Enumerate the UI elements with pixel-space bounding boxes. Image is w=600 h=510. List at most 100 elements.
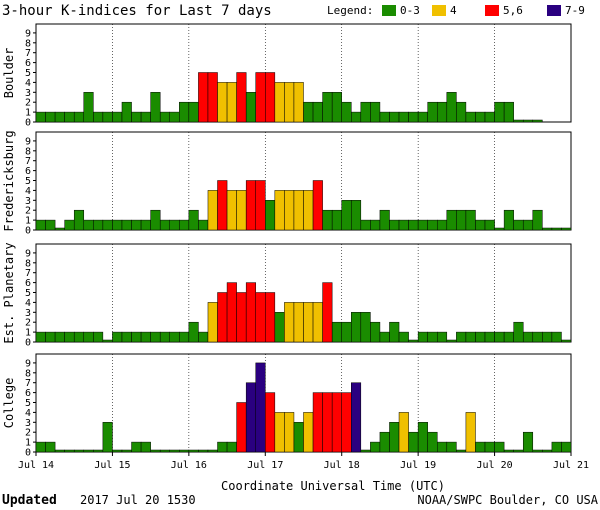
x-tick-label: Jul 21	[553, 460, 589, 471]
legend-item-yellow: 4	[450, 4, 457, 17]
k-index-bar	[217, 82, 228, 123]
k-index-bar	[456, 101, 467, 123]
k-index-bar	[417, 422, 428, 453]
y-tick-label: 4	[25, 408, 31, 419]
k-index-bar	[503, 209, 514, 231]
x-axis-ticks: Jul 14 Jul 15 Jul 16 Jul 17 Jul 18 Jul 19 Jul …	[18, 452, 589, 471]
y-tick-label: 9	[25, 248, 31, 259]
k-index-bar	[360, 312, 371, 343]
k-index-bar	[417, 331, 428, 343]
k-index-bar	[274, 312, 285, 343]
k-index-bar	[331, 321, 342, 343]
k-index-bar	[45, 219, 56, 231]
k-index-bar	[73, 209, 85, 231]
k-index-bar	[169, 449, 180, 453]
x-tick-label: Jul 20	[477, 460, 513, 471]
k-index-bar	[93, 111, 104, 123]
k-index-bar	[207, 72, 218, 123]
updated-value: 2017 Jul 20 1530	[80, 493, 196, 507]
y-tick-label: 9	[25, 136, 31, 147]
x-tick-label: Jul 18	[324, 460, 360, 471]
k-index-bar	[159, 111, 170, 123]
k-index-bar	[360, 449, 371, 453]
k-index-bar	[494, 227, 505, 231]
k-index-bar	[360, 219, 371, 231]
k-index-bar	[322, 209, 333, 231]
k-index-bar	[465, 111, 476, 123]
panel-title: Fredericksburg	[2, 130, 16, 231]
k-index-bar	[437, 331, 448, 343]
k-index-bar	[198, 219, 209, 231]
k-index-bar	[503, 331, 514, 343]
y-tick-label: 6	[25, 58, 31, 69]
k-index-bar	[217, 441, 228, 453]
panel-title: Est. Planetary	[2, 242, 16, 343]
k-index-bar	[351, 382, 362, 453]
k-index-bar	[456, 449, 467, 453]
k-index-bar	[265, 200, 276, 231]
k-index-bar	[274, 190, 285, 231]
k-index-bar	[131, 219, 142, 231]
k-index-bar	[140, 111, 151, 123]
k-index-bar	[427, 219, 438, 231]
k-index-bar	[484, 219, 495, 231]
k-index-bar	[522, 331, 534, 343]
k-index-bar	[484, 441, 495, 453]
k-index-bar	[102, 339, 113, 343]
k-index-bar	[379, 111, 390, 123]
k-index-bar	[446, 339, 457, 343]
k-index-bar	[398, 331, 409, 343]
k-index-bar	[293, 302, 304, 343]
k-index-bar	[226, 82, 237, 123]
k-index-bar	[322, 92, 333, 123]
k-index-bar	[494, 441, 505, 453]
k-index-bar	[131, 441, 142, 453]
legend-item-red: 5,6	[503, 4, 523, 17]
k-index-bar	[140, 331, 151, 343]
k-index-bar	[494, 101, 505, 123]
legend-item-green: 0-3	[400, 4, 420, 17]
k-index-bar	[370, 321, 381, 343]
y-tick-label: 8	[25, 258, 31, 269]
k-index-bar	[303, 302, 314, 343]
y-tick-label: 5	[25, 68, 31, 79]
k-index-bar	[45, 331, 56, 343]
k-index-bar	[370, 101, 381, 123]
y-tick-label: 3	[25, 88, 31, 99]
k-index-bar	[427, 331, 438, 343]
k-index-bar	[351, 111, 362, 123]
k-index-bar	[542, 331, 553, 343]
k-index-bar	[456, 209, 467, 231]
k-index-bar	[532, 119, 543, 123]
k-index-bar	[121, 449, 132, 453]
k-index-bar	[542, 449, 553, 453]
k-index-bar	[102, 422, 113, 453]
y-tick-label: 0	[25, 118, 31, 129]
k-index-bar	[150, 92, 161, 123]
x-tick-label: Jul 15	[94, 460, 130, 471]
k-index-bar	[45, 111, 56, 123]
y-tick-label: 0	[25, 226, 31, 237]
k-index-bar	[408, 339, 419, 343]
k-index-bar	[389, 111, 400, 123]
k-index-bar	[389, 422, 400, 453]
k-index-bar	[150, 209, 161, 231]
y-tick-label: 1	[25, 108, 31, 119]
k-index-bar	[484, 111, 495, 123]
k-index-bar	[112, 449, 123, 453]
k-index-bar	[427, 431, 438, 453]
k-index-bar	[198, 331, 209, 343]
k-index-bar	[532, 209, 543, 231]
k-index-bar	[494, 331, 505, 343]
k-index-bar	[437, 101, 448, 123]
k-index-bar	[446, 92, 457, 123]
k-index-bar	[379, 331, 390, 343]
k-index-bar	[255, 292, 266, 343]
k-index-bar	[150, 331, 161, 343]
k-index-bar	[188, 101, 199, 123]
panel-title: College	[2, 378, 16, 429]
k-index-bar	[217, 292, 228, 343]
